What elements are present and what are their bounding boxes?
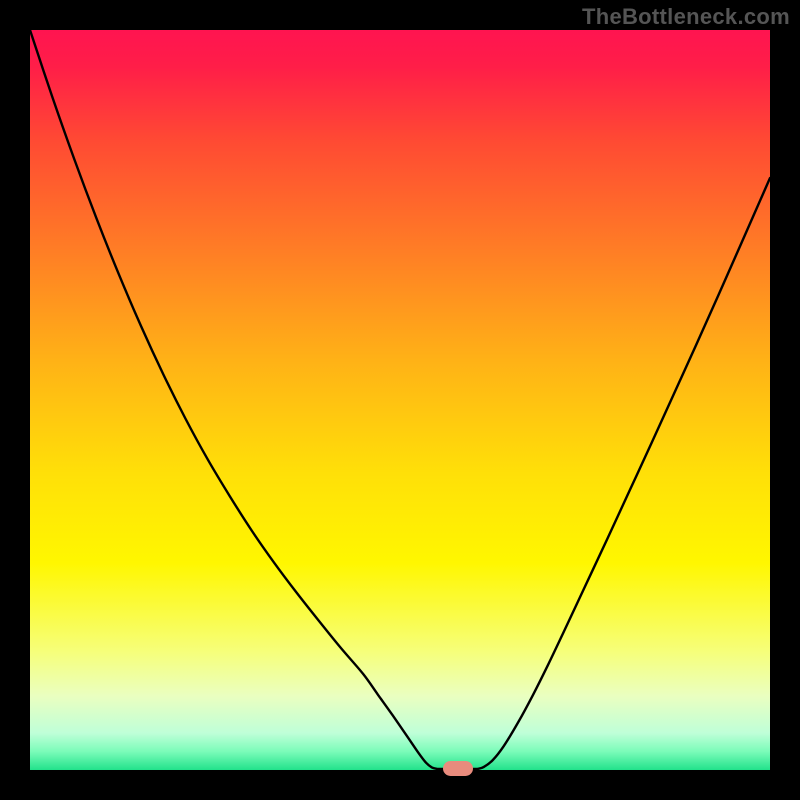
optimal-marker — [443, 761, 473, 776]
plot-background — [30, 30, 770, 770]
watermark-text: TheBottleneck.com — [582, 4, 790, 30]
bottleneck-chart — [0, 0, 800, 800]
